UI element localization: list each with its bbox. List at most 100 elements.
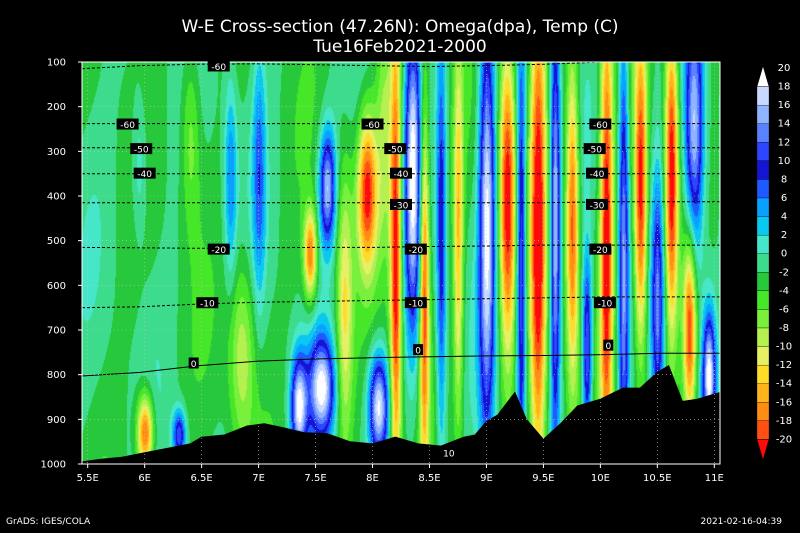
plot-frame [81, 61, 721, 465]
terrain-fill [81, 364, 721, 465]
temperature-label-bg [390, 167, 412, 179]
temperature-label: 0 [605, 342, 611, 352]
colorbar-label: -4 [779, 286, 789, 297]
colorbar-swatch [756, 179, 770, 199]
y-tick-label: 700 [47, 326, 66, 337]
colorbar-label: 14 [778, 119, 791, 130]
colorbar-swatch [756, 402, 770, 422]
temperature-isotherms [82, 62, 720, 377]
x-tick-label: 10.5E [643, 473, 672, 484]
y-tick-label: 600 [47, 281, 66, 292]
chart-title: W-E Cross-section (47.26N): Omega(dpa), … [181, 17, 619, 37]
temperature-label-bg [130, 143, 153, 155]
x-tick-label: 9E [480, 473, 493, 484]
temperature-label-bg [585, 167, 608, 179]
colorbar-label: 2 [781, 230, 787, 241]
y-tick-label: 800 [47, 370, 66, 381]
temperature-label: -20 [408, 246, 423, 256]
colorbar-label: -20 [776, 434, 792, 445]
colorbar-swatch [756, 216, 770, 236]
colorbar-swatch [756, 309, 770, 329]
temperature-label: -30 [590, 201, 605, 211]
x-tick-label: 8.5E [418, 473, 440, 484]
temperature-label: -50 [134, 146, 149, 156]
temperature-label: -10 [408, 300, 423, 310]
terrain [81, 364, 721, 465]
x-tick-label: 6E [138, 473, 151, 484]
colorbar-label: 16 [778, 100, 791, 111]
axes: 5.5E 6E 6.5E 7E 7.5E 8E 8.5E 9E 9.5E 10E 10.5E 11E 1… [41, 58, 724, 485]
colorbar-label: 8 [781, 174, 787, 185]
y-tick-label: 900 [47, 415, 66, 426]
colorbar-swatch [756, 290, 770, 310]
colorbar-cap-top [756, 65, 770, 87]
y-tick-label: 1000 [41, 460, 66, 471]
temperature-label-bg [133, 167, 156, 179]
colorbar-swatch [756, 160, 770, 180]
y-tick-label: 400 [47, 192, 66, 203]
temperature-label-bg [583, 143, 606, 155]
x-tick-label: 11E [705, 473, 724, 484]
temperature-label: 0 [415, 347, 421, 357]
colorbar-swatch [756, 123, 770, 143]
colorbar-swatch [756, 197, 770, 217]
colorbar: 20181614121086420-2-4-6-8-10-12-14-16-18… [756, 63, 792, 461]
footer-source: GrADS: IGES/COLA [6, 517, 91, 527]
temperature-label: -60 [593, 121, 608, 131]
colorbar-swatch [756, 364, 770, 384]
colorbar-label: -10 [776, 342, 792, 353]
temperature-label: -10 [200, 300, 215, 310]
y-tick-label: 300 [47, 147, 66, 158]
colorbar-label: 6 [781, 193, 787, 204]
colorbar-swatch [756, 234, 770, 254]
temperature-label: -50 [388, 146, 403, 156]
x-tick-label: 7.5E [304, 473, 326, 484]
temperature-label-bg [603, 339, 614, 351]
temperature-label-bg [207, 60, 230, 72]
colorbar-label: 0 [781, 249, 787, 260]
temperature-label-bg [188, 357, 199, 369]
temperature-labels: -60 -60 -60 -60 -50 -50 -50 -40 -40 -40 -30 -30 -20 -… [116, 60, 616, 459]
temperature-label: -60 [365, 121, 380, 131]
colorbar-swatch [756, 327, 770, 347]
x-tick-label: 8E [366, 473, 379, 484]
temperature-label: -20 [593, 246, 608, 256]
temperature-label-bg [589, 243, 612, 255]
colorbar-swatch [756, 272, 770, 292]
isotherm-line [82, 352, 720, 377]
temperature-label: -50 [587, 146, 602, 156]
temperature-label-bg [116, 118, 139, 130]
temperature-label: -40 [137, 170, 152, 180]
x-tick-label: 7E [252, 473, 265, 484]
temperature-label: -40 [394, 170, 409, 180]
temperature-label: -60 [211, 63, 226, 73]
colorbar-label: -8 [779, 323, 789, 334]
temperature-label-bg [384, 143, 407, 155]
chart-subtitle: Tue16Feb2021-2000 [313, 37, 487, 57]
colorbar-label: -6 [779, 304, 789, 315]
temperature-label: -10 [598, 300, 613, 310]
temperature-label-bg [404, 297, 427, 309]
colorbar-swatch [756, 86, 770, 106]
colorbar-swatch [756, 383, 770, 403]
temperature-label-bg [390, 198, 412, 210]
colorbar-swatch [756, 253, 770, 273]
isotherm-line [82, 244, 720, 249]
colorbar-label: -16 [776, 397, 792, 408]
colorbar-swatch [756, 346, 770, 366]
isotherm-line [82, 296, 720, 309]
temperature-label-bg [585, 198, 608, 210]
temperature-label: -30 [394, 201, 409, 211]
y-tick-label: 500 [47, 236, 66, 247]
temperature-label-bg [207, 243, 230, 255]
footer-timestamp: 2021-02-16-04:39 [700, 517, 783, 527]
temperature-label-bg [196, 297, 219, 309]
colorbar-label: -18 [776, 416, 792, 427]
y-tick-label: 200 [47, 102, 66, 113]
colorbar-swatch [756, 104, 770, 124]
y-tick-label: 100 [47, 58, 66, 69]
temperature-label-bg [440, 446, 457, 458]
colorbar-label: -12 [776, 360, 792, 371]
temperature-label: -60 [120, 121, 135, 131]
x-tick-label: 6.5E [191, 473, 213, 484]
